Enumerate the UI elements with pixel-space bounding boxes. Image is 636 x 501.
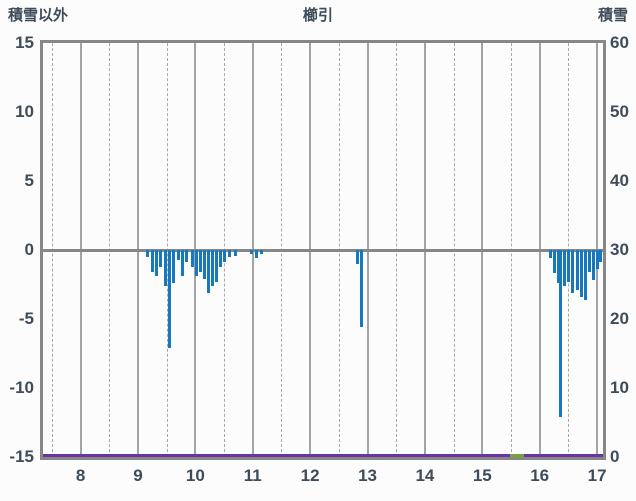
bar xyxy=(180,250,184,277)
x-tick-label: 13 xyxy=(358,466,377,485)
plot-area xyxy=(40,40,606,460)
bar xyxy=(575,250,579,291)
bar xyxy=(579,250,583,297)
bar xyxy=(255,250,259,259)
right-tick-label: 40 xyxy=(610,171,629,190)
bar xyxy=(203,250,207,279)
bar xyxy=(190,250,194,267)
bar xyxy=(563,250,567,286)
right-tick-label: 0 xyxy=(610,447,620,466)
bar xyxy=(599,250,603,263)
right-tick-label: 20 xyxy=(610,309,629,328)
zero-line xyxy=(43,249,603,252)
bar xyxy=(228,250,232,257)
x-tick-label: 8 xyxy=(75,466,86,485)
bar xyxy=(356,250,360,264)
x-tick-label: 11 xyxy=(243,466,262,485)
chart-title: 櫛引 xyxy=(302,7,333,24)
right-axis-title: 積雪 xyxy=(597,7,628,24)
bar xyxy=(164,250,168,286)
bar xyxy=(234,250,238,256)
bar xyxy=(146,250,150,257)
bar xyxy=(195,250,198,277)
bar xyxy=(172,250,176,284)
x-tick-label: 17 xyxy=(587,466,607,485)
bar xyxy=(159,250,163,267)
bar xyxy=(199,250,203,273)
bar xyxy=(587,250,591,273)
bar xyxy=(150,250,154,273)
left-axis-title: 積雪以外 xyxy=(8,7,69,24)
x-tick-label: 12 xyxy=(300,466,320,485)
bar xyxy=(176,250,180,260)
bar xyxy=(207,250,211,293)
bar xyxy=(553,250,557,274)
left-tick-label: -15 xyxy=(9,447,34,466)
bar xyxy=(360,250,364,328)
bar xyxy=(215,250,219,282)
bar xyxy=(591,250,595,281)
right-tick-label: 50 xyxy=(610,102,629,121)
snow-depth-line xyxy=(43,454,603,457)
x-tick-label: 9 xyxy=(133,466,143,485)
left-tick-label: 5 xyxy=(24,171,34,190)
green-segment-line xyxy=(509,454,524,457)
right-tick-label: 60 xyxy=(610,33,629,52)
bar xyxy=(557,250,561,284)
bar xyxy=(154,250,158,277)
bar xyxy=(559,250,563,417)
bar xyxy=(549,250,553,259)
bar xyxy=(260,250,264,255)
left-tick-label: 10 xyxy=(15,102,34,121)
right-tick-label: 10 xyxy=(610,378,629,397)
bar xyxy=(223,250,227,263)
left-tick-label: 0 xyxy=(24,240,34,259)
bar xyxy=(249,250,253,255)
bar xyxy=(185,250,189,263)
bar xyxy=(168,250,172,348)
x-tick-label: 15 xyxy=(472,466,492,485)
x-tick-label: 14 xyxy=(415,466,435,485)
x-tick-label: 10 xyxy=(185,466,205,485)
bar xyxy=(583,250,587,300)
bar xyxy=(211,250,215,286)
bar xyxy=(219,250,223,267)
bar xyxy=(571,250,575,293)
left-tick-label: -10 xyxy=(9,378,34,397)
bar xyxy=(567,250,571,282)
left-tick-label: -5 xyxy=(18,309,34,328)
x-tick-label: 16 xyxy=(530,466,550,485)
bar xyxy=(595,250,599,270)
left-tick-label: 15 xyxy=(15,33,34,52)
right-tick-label: 30 xyxy=(610,240,629,259)
